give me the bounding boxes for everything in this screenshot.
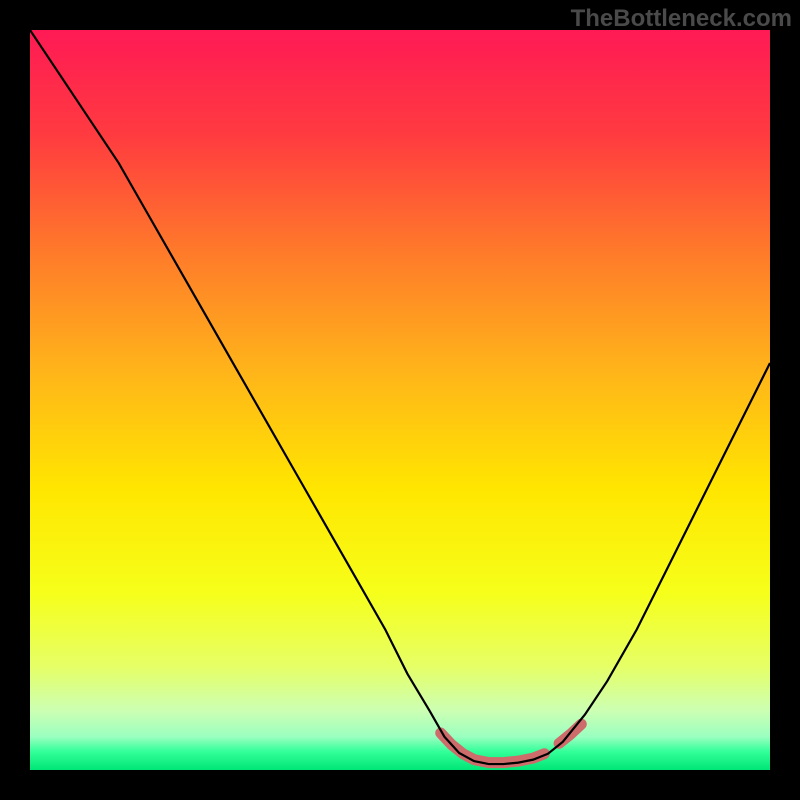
watermark-text: TheBottleneck.com [571,5,792,32]
bottleneck-chart: TheBottleneck.com [0,0,800,800]
